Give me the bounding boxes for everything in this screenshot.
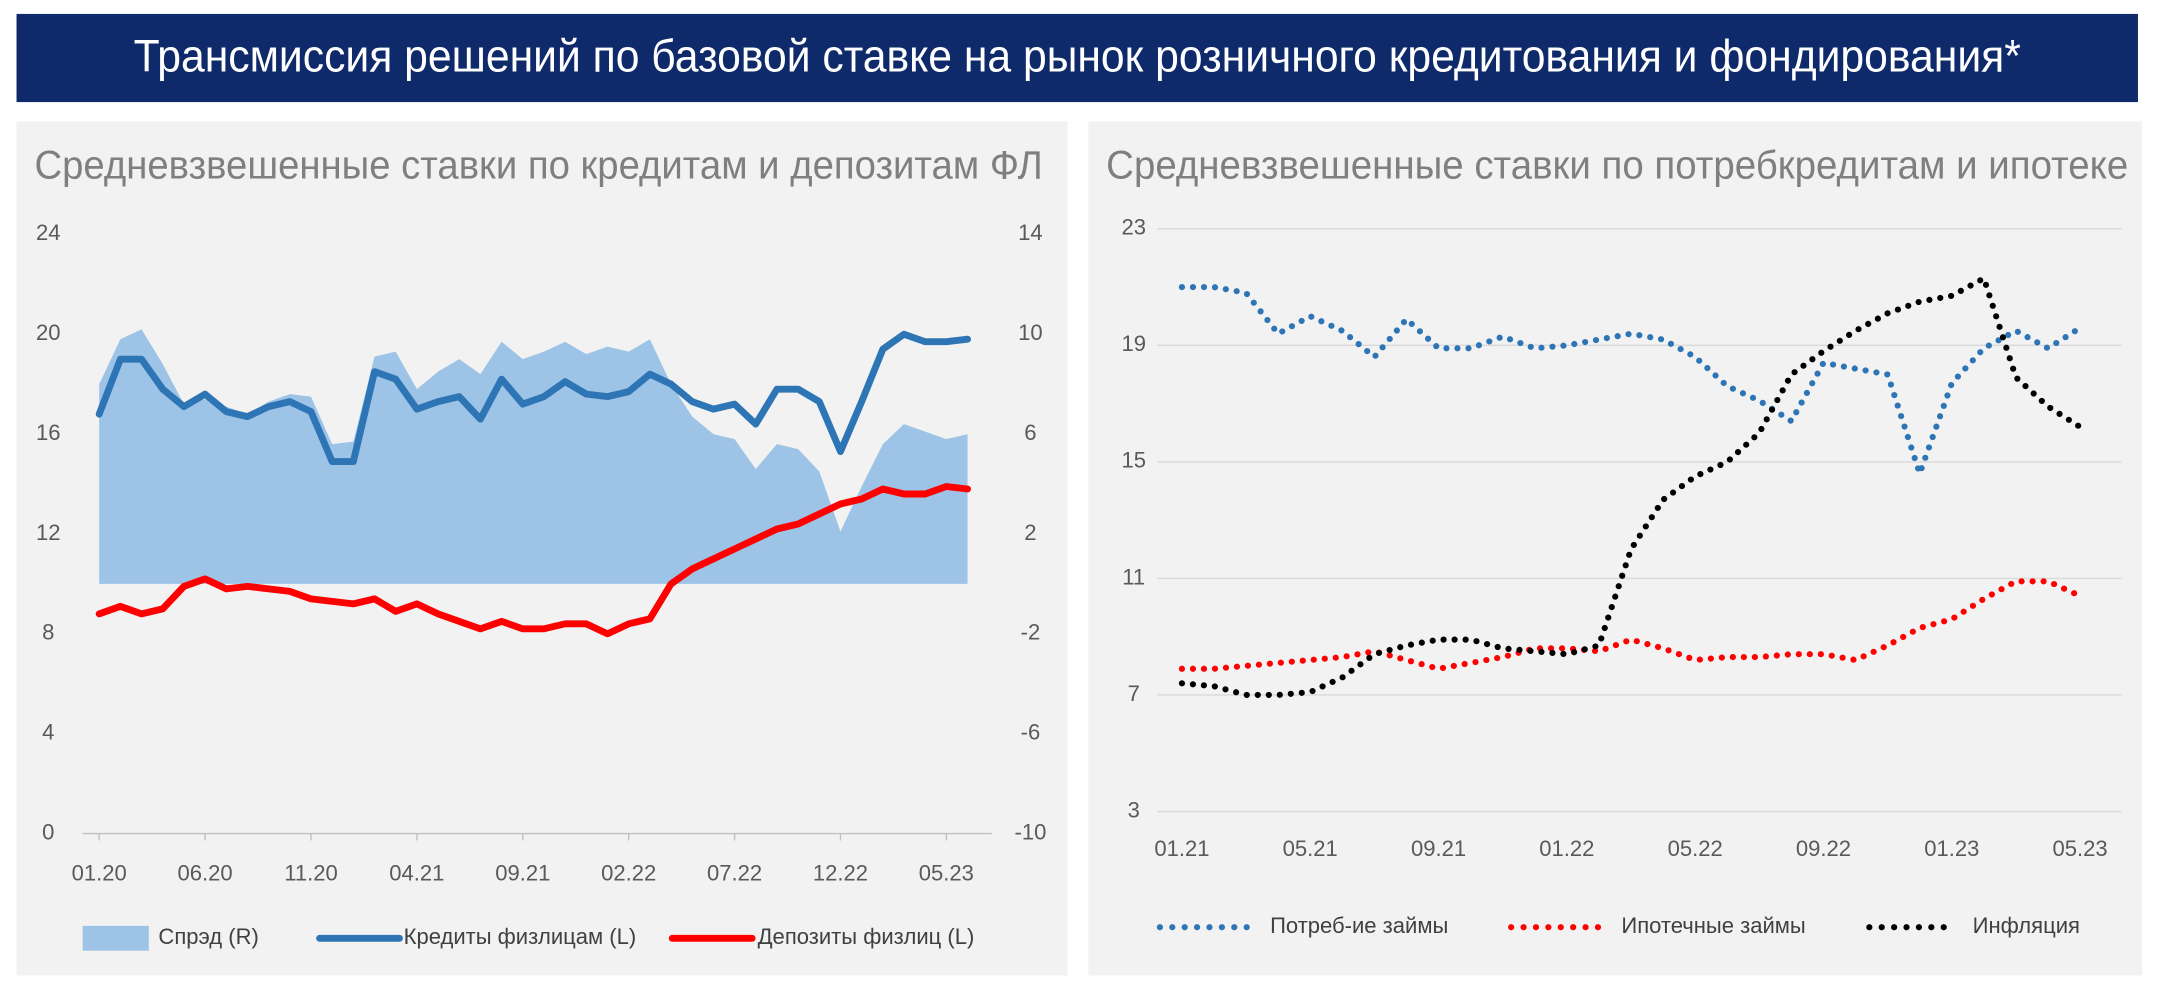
y-tick-label: 4: [42, 720, 54, 745]
y-tick-label: 11: [1122, 564, 1145, 589]
area: [99, 329, 968, 584]
y-tick-label: 16: [36, 420, 61, 445]
line: [95, 330, 972, 465]
legend-label: Ипотечные займы: [1621, 913, 1805, 938]
x-tick-label: 09.22: [1796, 836, 1851, 861]
legend-label: Депозиты физлиц (L): [758, 924, 975, 949]
x-tick-label: 05.23: [2053, 836, 2108, 861]
y-tick-label: 20: [36, 320, 61, 345]
x-tick-label: 05.21: [1283, 836, 1338, 861]
legend-label: Инфляция: [1973, 913, 2080, 938]
x-tick-label: 09.21: [1411, 836, 1466, 861]
y2-tick-label: 10: [1018, 320, 1043, 345]
y-tick-label: 3: [1128, 797, 1140, 822]
panel: [1088, 121, 2143, 976]
y-tick-label: 7: [1128, 681, 1140, 706]
y-tick-label: 0: [42, 819, 54, 844]
x-tick-label: 09.21: [495, 861, 550, 886]
x-tick-label: 05.23: [919, 861, 974, 886]
x-tick-label: 01.21: [1154, 836, 1209, 861]
y2-tick-label: 14: [1018, 220, 1043, 245]
y-tick-label: 24: [36, 220, 61, 245]
y2-tick-label: 2: [1024, 520, 1036, 545]
y-tick-label: 23: [1121, 215, 1146, 240]
banner: [16, 13, 2138, 103]
x-tick-label: 01.20: [72, 861, 127, 886]
x-tick-label: 02.22: [601, 861, 656, 886]
x-tick-label: 01.23: [1924, 836, 1979, 861]
y2-tick-label: 6: [1024, 420, 1036, 445]
x-tick-label: 06.20: [178, 861, 233, 886]
y-tick-label: 12: [36, 520, 61, 545]
chart-title: Средневзвешенные ставки по кредитам и де…: [34, 144, 1042, 188]
x-tick-label: 05.22: [1668, 836, 1723, 861]
y2-tick-label: -10: [1014, 819, 1046, 844]
y2-tick-label: -2: [1021, 620, 1041, 645]
legend-swatch: [82, 925, 149, 951]
line: [95, 483, 972, 638]
x-tick-label: 07.22: [707, 861, 762, 886]
page-title: Трансмиссия решений по базовой ставке на…: [134, 30, 2021, 81]
x-tick-label: 12.22: [813, 861, 868, 886]
chart-title: Средневзвешенные ставки по потребкредита…: [1106, 144, 2128, 188]
y-tick-label: 19: [1121, 331, 1146, 356]
y-tick-label: 15: [1121, 448, 1146, 473]
legend-label: Спрэд (R): [158, 924, 258, 949]
line: [1178, 275, 2084, 699]
legend-label: Потреб-ие займы: [1270, 913, 1448, 938]
legend-label: Кредиты физлицам (L): [404, 924, 637, 949]
line: [1178, 283, 2084, 477]
y-tick-label: 8: [42, 620, 54, 645]
y2-tick-label: -6: [1021, 720, 1041, 745]
x-tick-label: 04.21: [389, 861, 444, 886]
x-tick-label: 11.20: [284, 861, 338, 886]
x-tick-label: 01.22: [1539, 836, 1594, 861]
